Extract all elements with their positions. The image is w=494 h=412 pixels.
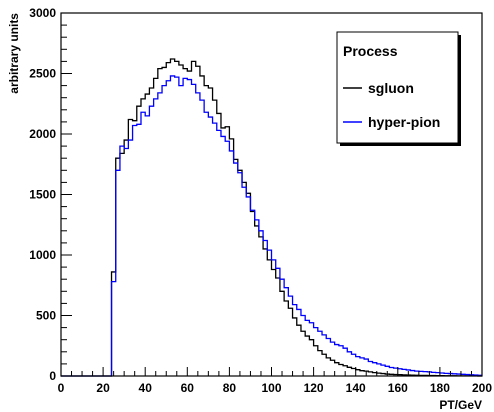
legend-shadow-bottom [340,143,461,146]
x-tick-label: 40 [139,381,153,395]
series-line-hyper-pion [61,75,482,377]
legend-shadow-right [458,35,461,146]
axis-layer: 0 20 40 60 80 100 120 140 160 180 2000500100015002… [29,6,492,395]
y-tick-label: 0 [49,369,56,383]
legend: Process sgluon hyper-pion [336,31,461,146]
x-tick-label: 100 [261,381,281,395]
x-tick-label: 20 [96,381,110,395]
y-tick-label: 1000 [29,248,56,262]
x-tick-label: 160 [388,381,408,395]
x-tick-label: 200 [472,381,492,395]
series-line-sgluon [61,58,482,377]
x-tick-label: 80 [223,381,237,395]
y-tick-label: 1500 [29,188,56,202]
x-tick-label: 180 [430,381,450,395]
y-tick-label: 2000 [29,127,56,141]
x-tick-label: 140 [346,381,366,395]
legend-label-sgluon: sgluon [368,80,414,96]
legend-title: Process [343,43,398,59]
legend-label-hyper-pion: hyper-pion [368,114,440,130]
y-axis-label: arbitrary units [7,13,21,94]
y-tick-label: 3000 [29,6,56,20]
y-tick-label: 2500 [29,67,56,81]
x-axis-label: PT/GeV [439,398,482,412]
y-tick-label: 500 [36,309,56,323]
x-tick-label: 60 [181,381,195,395]
series-layer [61,58,482,377]
x-tick-label: 0 [58,381,65,395]
x-tick-label: 120 [304,381,324,395]
